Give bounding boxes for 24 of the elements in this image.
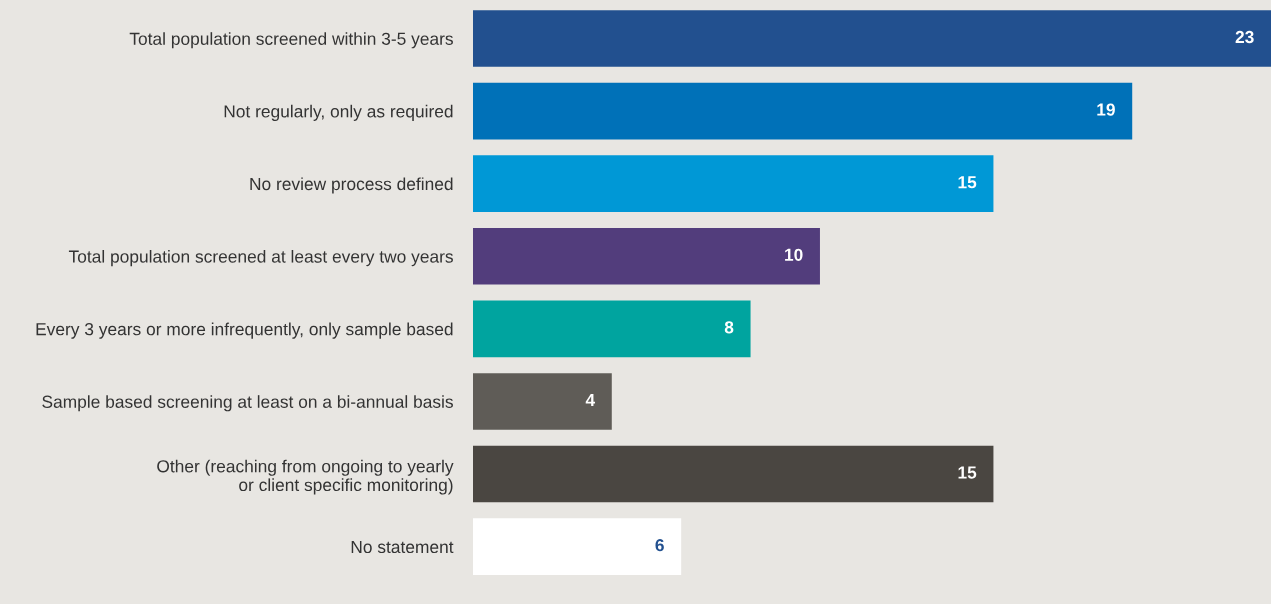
bar (473, 518, 682, 575)
data-label: 8 (724, 321, 734, 334)
y-tick-label: Total population screened at least every two years (68, 249, 453, 267)
y-tick-label: Every 3 years or more infrequently, only sample based (36, 322, 453, 339)
bar (473, 300, 751, 358)
y-tick-label: No review process defined (250, 177, 453, 194)
bar (473, 82, 1133, 140)
y-tick-label: Total population screened within 3-5 years (129, 32, 453, 49)
bar (473, 10, 1271, 67)
data-label: 15 (958, 466, 977, 479)
data-label: 15 (958, 176, 977, 189)
data-label: 19 (1097, 103, 1115, 116)
data-label: 6 (655, 539, 664, 552)
bar (473, 155, 994, 212)
data-label: 10 (785, 248, 803, 261)
y-tick-label: Not regularly, only as required (224, 104, 453, 121)
bar (473, 227, 820, 285)
y-tick-label: Sample based screening at least on a bi-annual basis (42, 395, 453, 412)
data-label: 23 (1235, 30, 1254, 44)
bar (473, 445, 994, 503)
data-label: 4 (585, 394, 596, 406)
y-tick-label: Other (reaching from ongoing to yearly or client specific monitoring) (157, 459, 454, 495)
y-tick-label: No statement (351, 541, 454, 554)
bar (473, 373, 612, 430)
